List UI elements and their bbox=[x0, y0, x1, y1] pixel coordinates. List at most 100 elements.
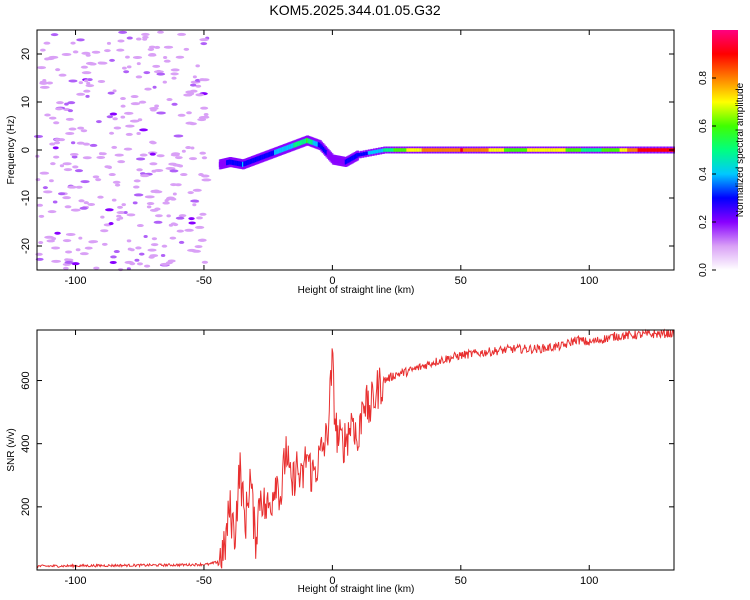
spectrogram-x-ticks: -100 -50 0 50 100 bbox=[65, 30, 598, 287]
noise-blob bbox=[83, 89, 91, 93]
noise-blob bbox=[195, 93, 204, 97]
noise-blob bbox=[147, 47, 155, 51]
noise-blob bbox=[40, 48, 46, 52]
noise-blob bbox=[53, 121, 60, 125]
track-core bbox=[596, 148, 601, 152]
noise-blob bbox=[140, 174, 150, 178]
noise-blob bbox=[56, 101, 64, 105]
noise-blob bbox=[64, 260, 74, 264]
spectrogram-ytick-label: 0 bbox=[20, 147, 32, 153]
track-core bbox=[591, 148, 596, 152]
noise-blob bbox=[96, 155, 106, 159]
noise-blob bbox=[83, 79, 89, 83]
snr-panel: -100 -50 0 50 100 200 400 600 Height of straig… bbox=[6, 328, 675, 595]
noise-blob bbox=[130, 95, 139, 99]
noise-blob bbox=[201, 178, 212, 182]
track-core bbox=[457, 148, 462, 152]
track-core bbox=[403, 148, 408, 152]
track-core bbox=[586, 148, 591, 152]
noise-blob bbox=[45, 57, 55, 61]
noise-blob bbox=[154, 168, 164, 172]
noise-blob bbox=[71, 155, 78, 159]
noise-blob bbox=[69, 152, 79, 156]
track-core bbox=[609, 148, 614, 152]
spectrogram-ytick-label: 10 bbox=[20, 96, 32, 108]
colorbar-gradient bbox=[712, 30, 738, 270]
noise-blob bbox=[183, 47, 190, 51]
noise-blob bbox=[39, 171, 50, 175]
track-core bbox=[390, 148, 396, 152]
noise-blob bbox=[203, 112, 209, 116]
snr-series-line bbox=[36, 328, 675, 569]
noise-blob bbox=[147, 248, 157, 252]
noise-blob bbox=[130, 102, 141, 106]
noise-blob bbox=[133, 179, 141, 183]
track-core bbox=[588, 148, 593, 152]
colorbar: 0.0 0.2 0.4 0.6 0.8 Normalized spectral ampl… bbox=[698, 30, 746, 277]
spectrogram-ytick-label: 20 bbox=[20, 48, 32, 60]
track-core bbox=[547, 148, 552, 152]
colorbar-tick-label: 0.0 bbox=[698, 263, 709, 277]
noise-blob bbox=[175, 156, 183, 160]
track-core bbox=[555, 148, 560, 152]
noise-blob bbox=[96, 120, 102, 124]
track-core bbox=[656, 148, 662, 152]
noise-blob bbox=[166, 196, 175, 200]
noise-blob bbox=[135, 157, 146, 161]
noise-blob bbox=[68, 127, 77, 131]
track-core bbox=[637, 148, 642, 152]
noise-blob bbox=[121, 66, 127, 70]
noise-blob bbox=[177, 113, 186, 117]
noise-blob bbox=[191, 249, 202, 253]
track-core bbox=[643, 148, 649, 152]
noise-blob bbox=[163, 59, 171, 63]
noise-blob bbox=[153, 220, 163, 224]
noise-blob bbox=[176, 164, 182, 168]
noise-blob bbox=[138, 252, 145, 256]
noise-blob bbox=[105, 208, 114, 212]
noise-blob bbox=[86, 78, 93, 82]
track-core bbox=[542, 148, 547, 152]
noise-blob bbox=[151, 237, 158, 241]
spectrogram-noise-blobs bbox=[33, 30, 212, 272]
spectrogram-xtick-label: -100 bbox=[65, 275, 87, 287]
track-core bbox=[660, 148, 665, 152]
spectrogram-xtick-label: 50 bbox=[455, 275, 467, 287]
noise-blob bbox=[132, 185, 140, 189]
noise-blob bbox=[201, 156, 208, 160]
noise-blob bbox=[67, 101, 76, 105]
noise-blob bbox=[178, 214, 187, 218]
track-core bbox=[434, 148, 439, 152]
noise-blob bbox=[138, 100, 147, 104]
track-core bbox=[429, 148, 434, 152]
noise-blob bbox=[58, 192, 66, 196]
track-core bbox=[550, 148, 555, 152]
noise-blob bbox=[54, 141, 61, 145]
noise-blob bbox=[123, 210, 128, 214]
track-core bbox=[396, 148, 401, 152]
noise-blob bbox=[188, 217, 195, 221]
noise-blob bbox=[168, 223, 174, 227]
noise-blob bbox=[88, 62, 97, 66]
snr-xlabel: Height of straight line (km) bbox=[298, 584, 415, 595]
track-core bbox=[483, 148, 488, 152]
noise-blob bbox=[127, 247, 133, 251]
snr-frame bbox=[36, 329, 675, 571]
noise-blob bbox=[116, 211, 126, 215]
noise-blob bbox=[185, 121, 195, 125]
noise-blob bbox=[38, 214, 45, 218]
noise-blob bbox=[152, 85, 157, 89]
noise-blob bbox=[49, 179, 54, 183]
noise-blob bbox=[42, 78, 47, 82]
noise-blob bbox=[111, 145, 118, 149]
colorbar-ticks: 0.0 0.2 0.4 0.6 0.8 bbox=[698, 71, 716, 277]
spectrogram-ytick-label: -10 bbox=[20, 190, 32, 206]
noise-blob bbox=[152, 64, 161, 68]
noise-blob bbox=[108, 222, 114, 226]
noise-blob bbox=[35, 178, 41, 182]
noise-blob bbox=[126, 213, 136, 217]
noise-blob bbox=[68, 79, 78, 83]
track-core bbox=[432, 148, 437, 152]
track-core bbox=[462, 148, 467, 152]
